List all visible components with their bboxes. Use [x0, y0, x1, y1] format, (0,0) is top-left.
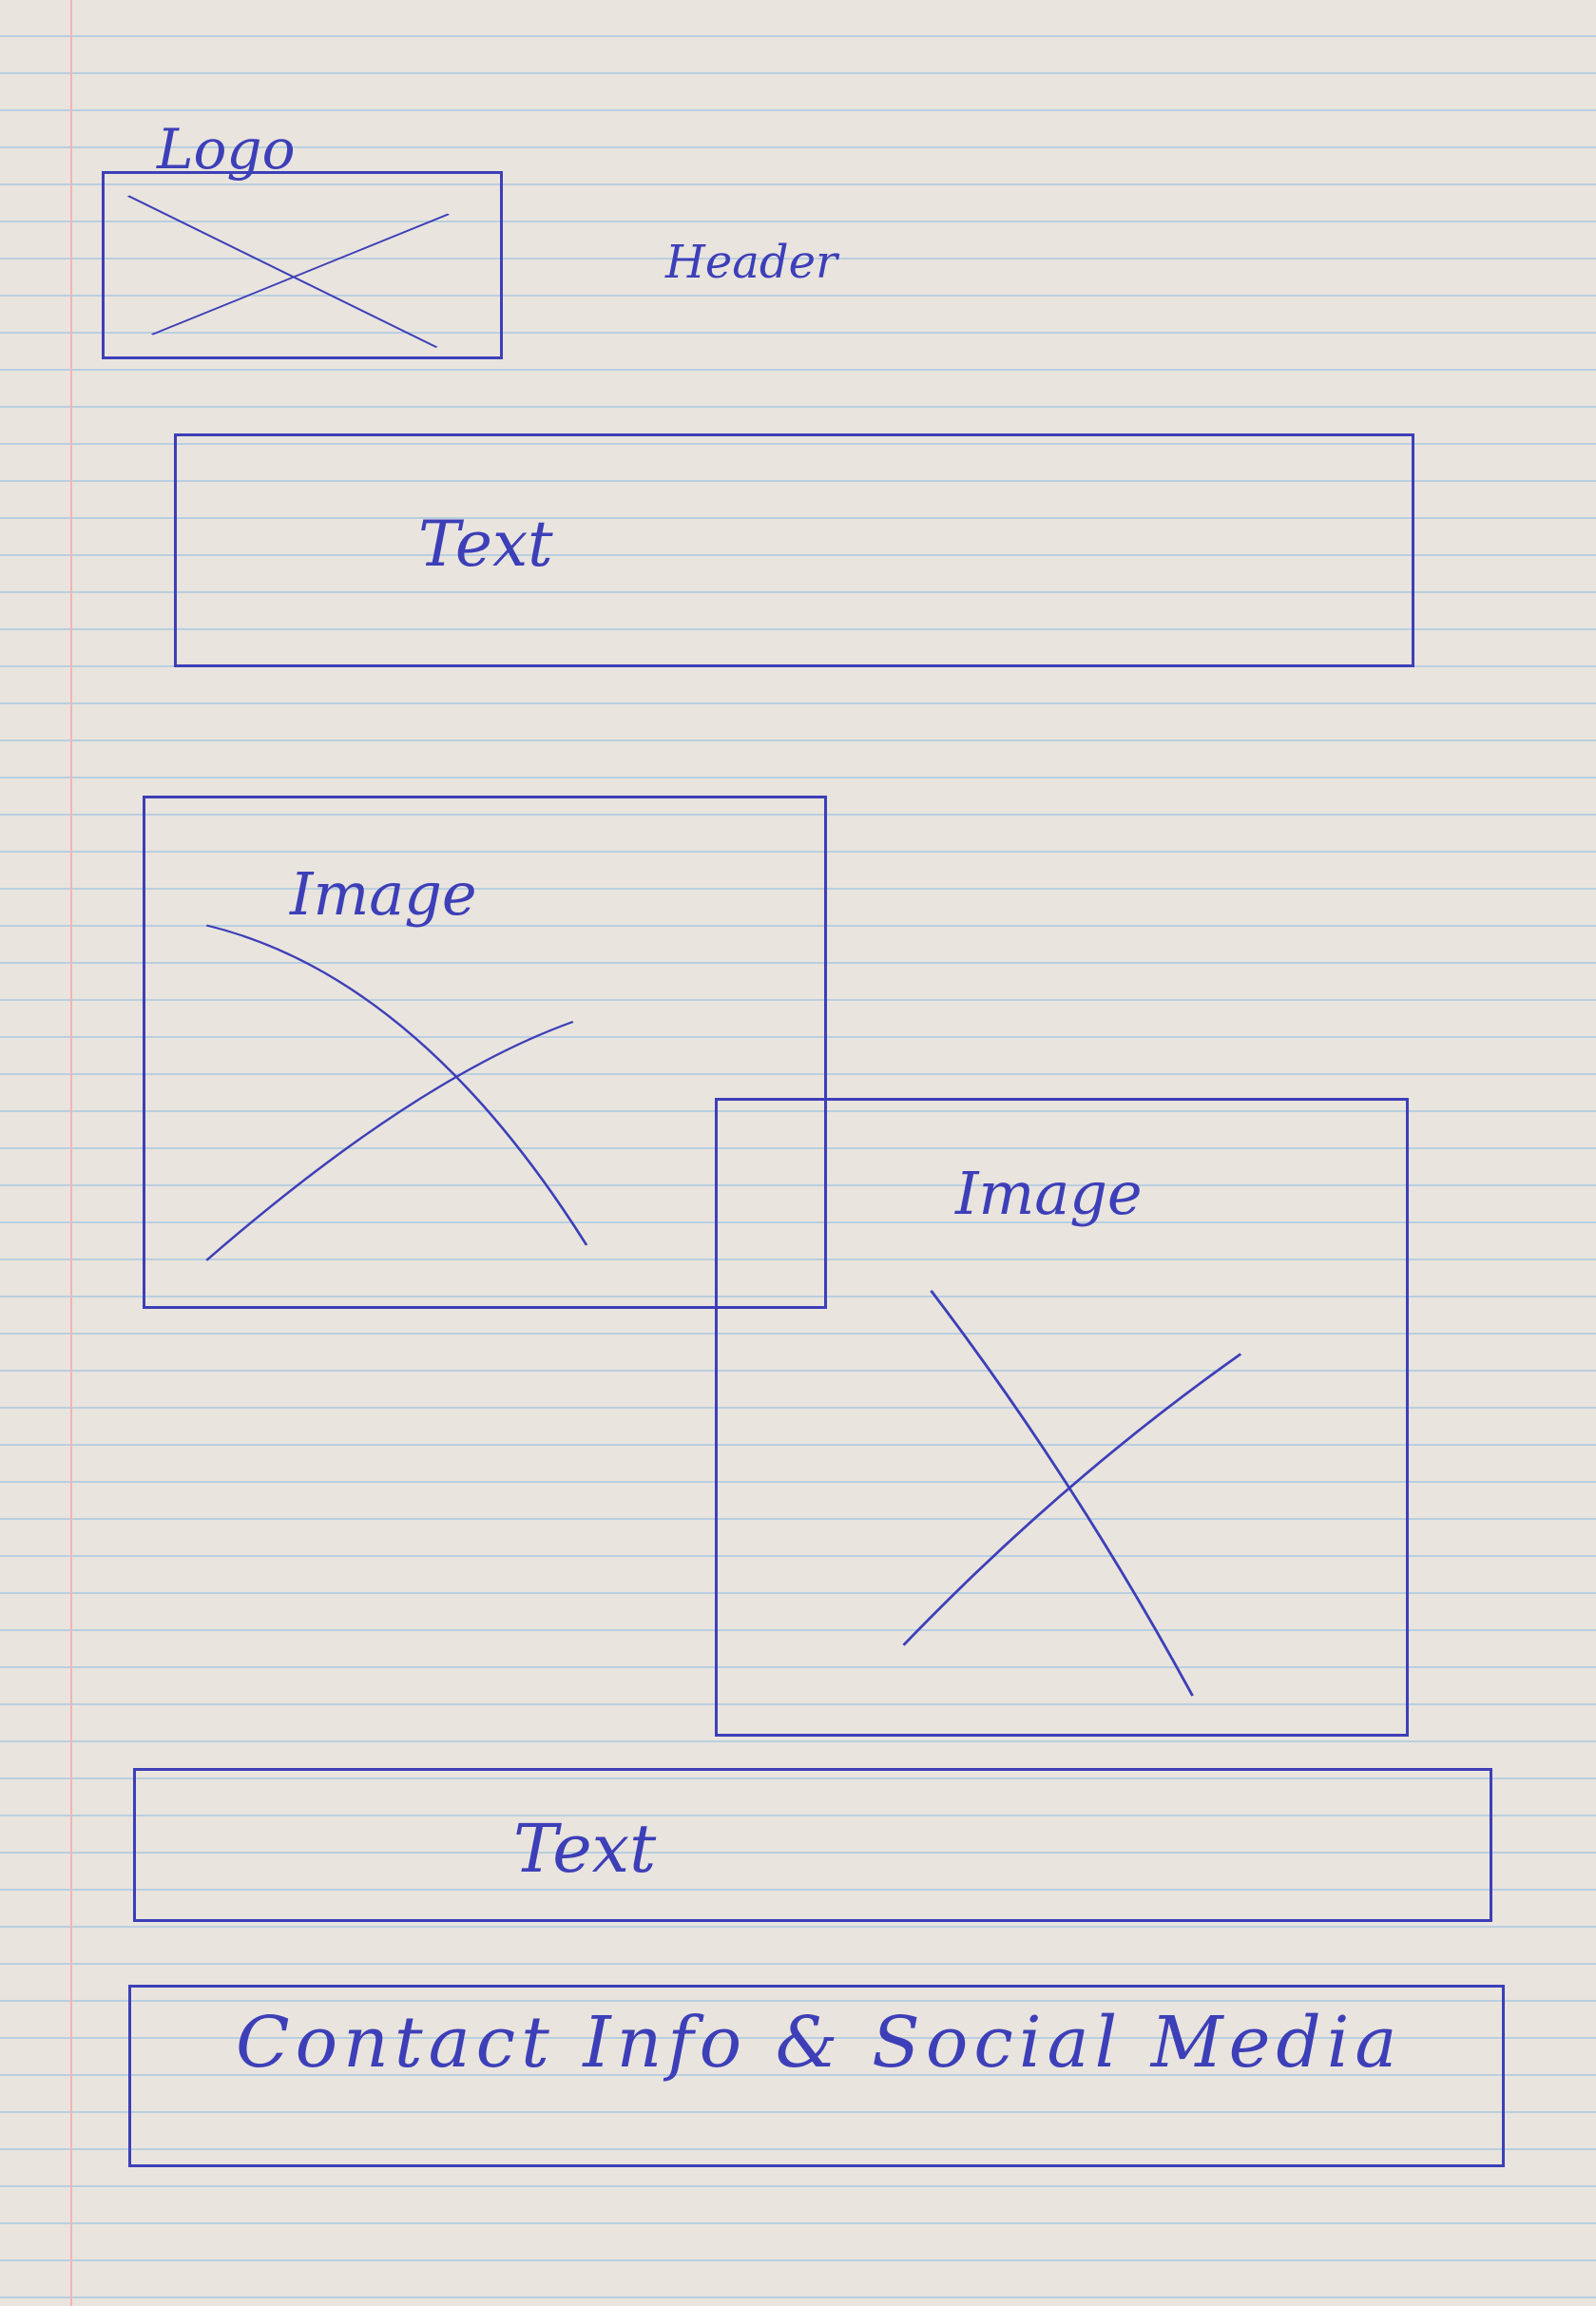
image-2-placeholder — [715, 1098, 1409, 1737]
text-block-2-label: Text — [513, 1810, 657, 1888]
footer-contact-social — [128, 1985, 1505, 2167]
logo-label: Logo — [157, 117, 296, 182]
text-block-1-label: Text — [418, 508, 553, 581]
text-block-1 — [174, 433, 1414, 667]
image-2-label: Image — [955, 1159, 1143, 1228]
notebook-margin-line — [70, 0, 72, 2306]
logo-image-placeholder-icon — [126, 195, 451, 348]
text-block-2 — [133, 1768, 1492, 1922]
image-1-label: Image — [290, 859, 477, 929]
image-2-placeholder-icon — [902, 1290, 1242, 1697]
image-1-placeholder-icon — [205, 924, 588, 1261]
footer-label: Contact Info & Social Media — [236, 2002, 1403, 2084]
logo-placeholder — [102, 171, 503, 359]
image-1-placeholder — [143, 796, 827, 1309]
header-label: Header — [665, 236, 837, 289]
